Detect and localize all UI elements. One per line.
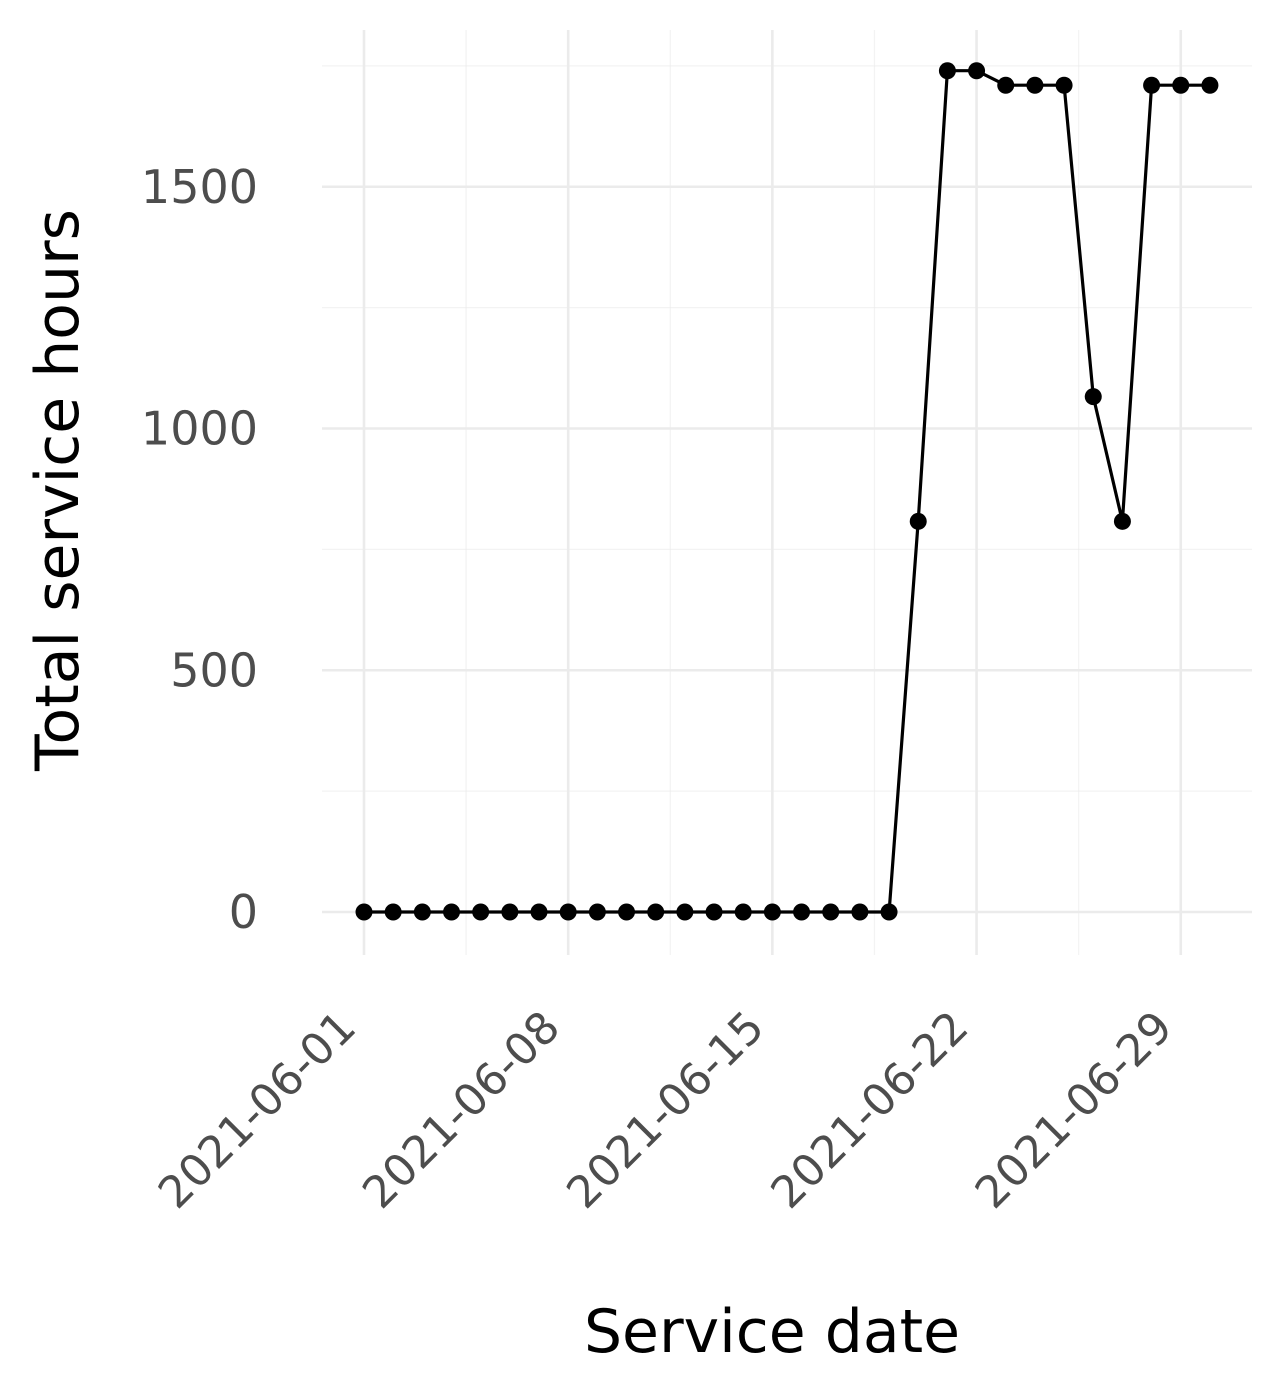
data-point [1026,76,1044,94]
y-tick-label: 1000 [141,402,258,456]
y-tick-label: 0 [229,885,258,939]
data-point [530,903,548,921]
data-point [1201,76,1219,94]
data-point [705,903,723,921]
data-point [501,903,519,921]
data-point [676,903,694,921]
x-tick-label: 2021-06-15 [557,1002,774,1219]
series-line [364,69,1210,914]
data-point [472,903,490,921]
data-point [588,903,606,921]
x-axis-ticks: 2021-06-012021-06-082021-06-152021-06-22… [149,1002,1183,1219]
data-point [1055,76,1073,94]
x-tick-label: 2021-06-22 [761,1002,978,1219]
x-tick-label: 2021-06-29 [966,1002,1183,1219]
data-point [851,903,869,921]
data-point [413,903,431,921]
series-points-group [355,62,1219,921]
major-gridlines [322,30,1252,955]
data-point [938,62,956,80]
minor-gridlines [322,30,1252,955]
y-tick-label: 1500 [141,160,258,214]
data-point [443,903,461,921]
data-point [384,903,402,921]
data-point [822,903,840,921]
data-point [793,903,811,921]
data-point [355,903,373,921]
series-line-group [364,69,1210,914]
x-axis-title: Service date [584,1297,960,1367]
data-point [909,512,927,530]
data-point [1084,388,1102,406]
data-point [618,903,636,921]
data-point [763,903,781,921]
x-tick-label: 2021-06-08 [353,1002,570,1219]
data-point [997,76,1015,94]
y-axis-title: Total service hours [23,209,93,772]
x-tick-label: 2021-06-01 [149,1002,366,1219]
y-tick-label: 500 [170,643,258,697]
data-point [1143,76,1161,94]
data-point [1113,512,1131,530]
data-point [1172,76,1190,94]
y-axis-ticks: 0 500 1000 1500 [141,160,258,939]
data-point [880,903,898,921]
data-point [647,903,665,921]
data-point [734,903,752,921]
data-point [968,62,986,80]
data-point [559,903,577,921]
